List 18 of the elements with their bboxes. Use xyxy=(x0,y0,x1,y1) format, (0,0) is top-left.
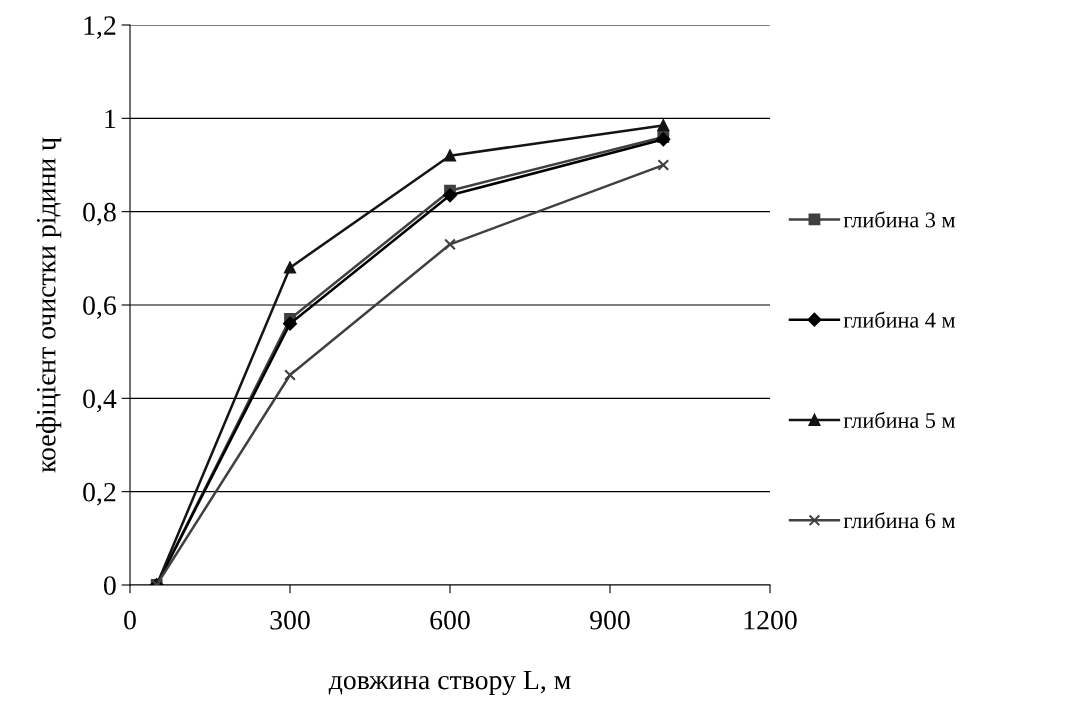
x-axis-title: довжина створу L, м xyxy=(328,670,571,696)
x-tick-label: 900 xyxy=(590,610,630,630)
y-tick-label: 1 xyxy=(105,109,116,128)
y-tick-label: 0,8 xyxy=(83,202,116,226)
legend-label: глибина 5 м xyxy=(843,411,956,428)
y-tick-label: 1,2 xyxy=(84,16,116,39)
y-tick-label: 0,6 xyxy=(83,296,116,319)
x-tick-label: 600 xyxy=(430,610,470,630)
legend-label: глибина 6 м xyxy=(843,512,956,529)
x-tick-label: 300 xyxy=(270,610,310,630)
legend-label: глибина 4 м xyxy=(843,311,956,328)
y-tick-label: 0 xyxy=(103,576,116,595)
y-tick-label: 0,2 xyxy=(83,482,116,506)
y-axis-title: коефіцієнт очистки рідини ɥ xyxy=(36,137,62,473)
x-tick-label: 0 xyxy=(124,610,136,630)
x-tick-label: 1200 xyxy=(744,610,797,630)
y-tick-label: 0,4 xyxy=(83,389,117,413)
legend-label: глибина 3 м xyxy=(843,211,956,228)
